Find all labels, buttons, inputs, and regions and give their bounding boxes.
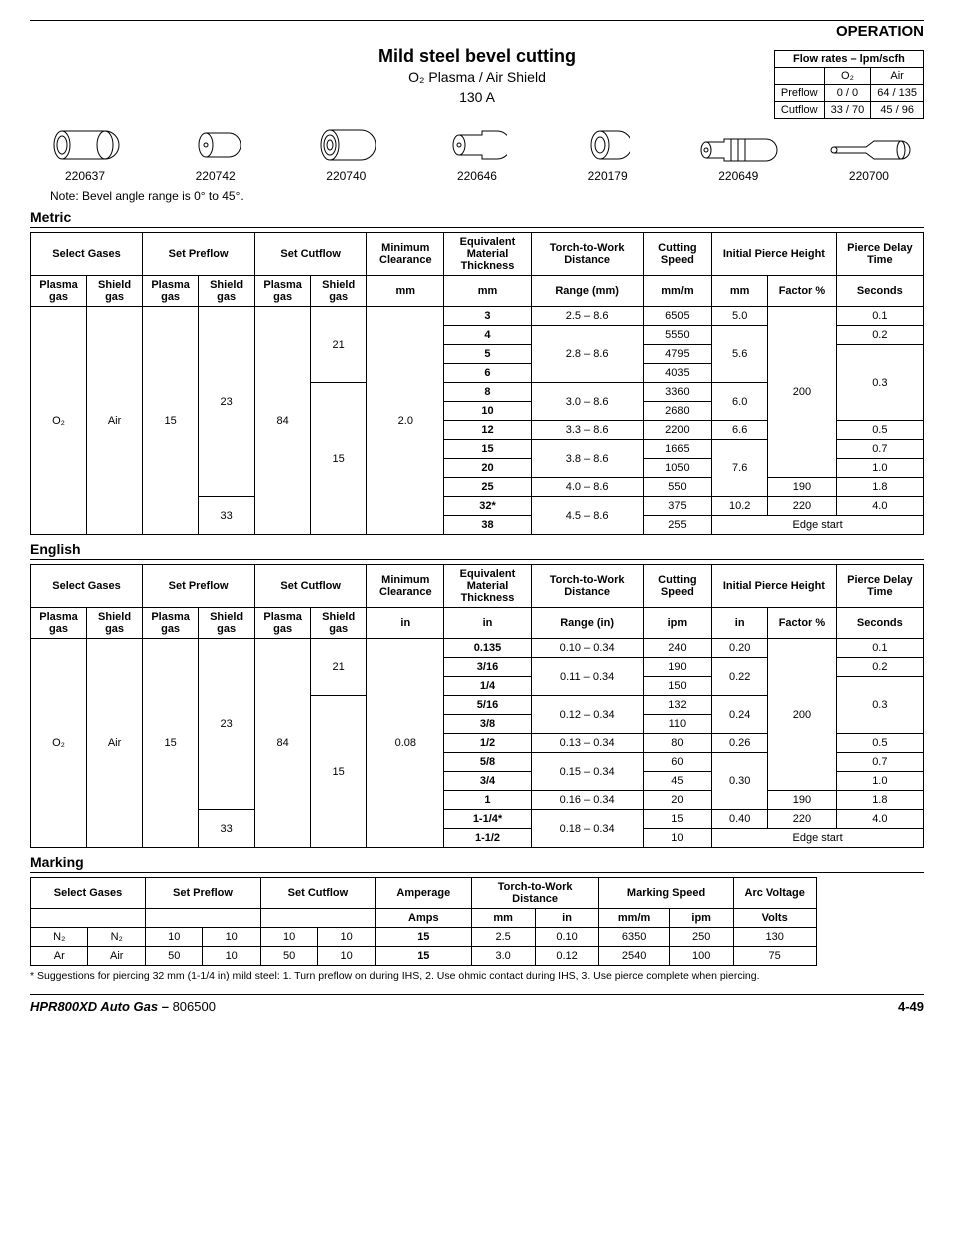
marking-table: Select GasesSet PreflowSet Cutflow Amper… <box>30 877 817 966</box>
part-number: 220637 <box>65 169 105 183</box>
part-number: 220742 <box>196 169 236 183</box>
part-number: 220646 <box>457 169 497 183</box>
parts-row: 220637 220742 220740 220646 220179 22064… <box>30 125 924 183</box>
marking-label: Marking <box>30 854 924 870</box>
part-icon <box>585 125 630 165</box>
part-number: 220740 <box>326 169 366 183</box>
part-number: 220700 <box>849 169 889 183</box>
part-icon <box>696 135 781 165</box>
page-title: Mild steel bevel cutting <box>378 46 576 67</box>
part-icon <box>826 135 911 165</box>
english-table: Select GasesSet PreflowSet Cutflow Minim… <box>30 564 924 848</box>
amperage: 130 A <box>378 89 576 105</box>
footer: HPR800XD Auto Gas – 806500 4-49 <box>30 994 924 1014</box>
note: Note: Bevel angle range is 0° to 45°. <box>50 189 924 203</box>
english-label: English <box>30 541 924 557</box>
part-icon <box>50 125 120 165</box>
part-number: 220179 <box>588 169 628 183</box>
part-number: 220649 <box>718 169 758 183</box>
flow-rates-table: Flow rates – lpm/scfh O₂Air Preflow0 / 0… <box>774 50 924 119</box>
metric-table: Select GasesSet PreflowSet Cutflow Minim… <box>30 232 924 535</box>
part-icon <box>447 125 507 165</box>
metric-label: Metric <box>30 209 924 225</box>
part-icon <box>191 125 241 165</box>
subtitle: O₂ Plasma / Air Shield <box>378 69 576 85</box>
title-block: Mild steel bevel cutting O₂ Plasma / Air… <box>378 46 576 105</box>
section-heading: OPERATION <box>30 23 924 40</box>
footnote: * Suggestions for piercing 32 mm (1-1/4 … <box>30 970 924 984</box>
part-icon <box>316 125 376 165</box>
